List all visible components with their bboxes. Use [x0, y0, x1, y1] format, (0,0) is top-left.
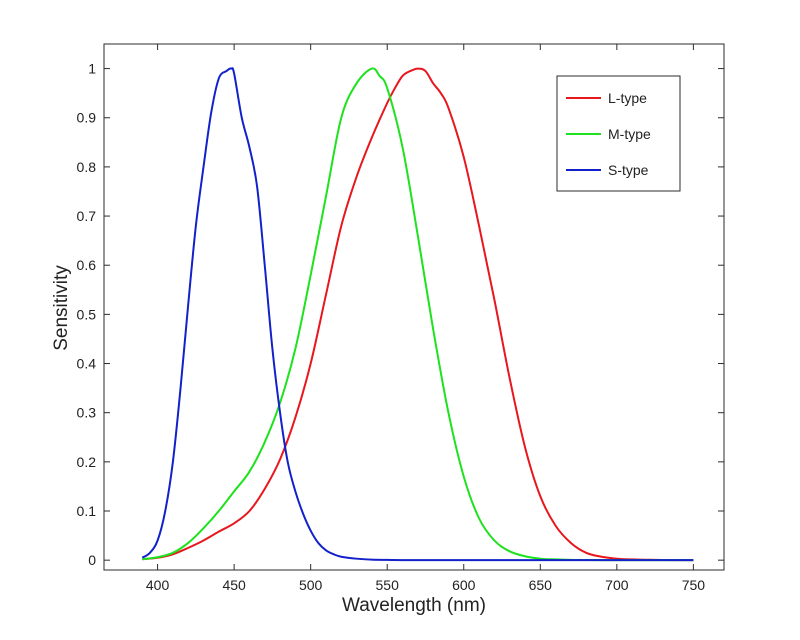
y-tick-label-0-1: 0.1 [77, 503, 97, 519]
y-tick-label-0: 0 [88, 552, 96, 568]
x-tick-label-600: 600 [452, 577, 476, 593]
x-tick-label-700: 700 [605, 577, 629, 593]
y-axis-title: Sensitivity [51, 265, 72, 351]
x-tick-label-400: 400 [146, 577, 170, 593]
legend-label-s-type: S-type [608, 162, 649, 178]
legend-label-l-type: L-type [608, 90, 647, 106]
legend-item-m-type: M-type [566, 126, 651, 142]
y-tick-label-1: 1 [88, 61, 96, 77]
x-tick-label-450: 450 [222, 577, 246, 593]
y-tick-label-0-7: 0.7 [77, 208, 97, 224]
legend-label-m-type: M-type [608, 126, 651, 142]
y-tick-label-0-6: 0.6 [77, 257, 97, 273]
x-axis-ticks: 400 450 500 550 600 650 700 750 [146, 44, 705, 593]
x-tick-label-550: 550 [376, 577, 400, 593]
y-tick-label-0-5: 0.5 [77, 306, 97, 322]
series-line-s-type [141, 67, 694, 562]
series-line-l-type [142, 67, 694, 562]
y-tick-label-0-3: 0.3 [77, 405, 97, 421]
y-tick-label-0-2: 0.2 [77, 454, 97, 470]
x-tick-label-650: 650 [529, 577, 553, 593]
legend-item-s-type: S-type [566, 162, 649, 178]
y-tick-label-0-4: 0.4 [77, 356, 97, 372]
legend: L-type M-type S-type [556, 75, 681, 192]
plot-frame [103, 43, 725, 571]
x-axis-title: Wavelength (nm) [342, 595, 486, 616]
y-tick-label-0-9: 0.9 [77, 110, 97, 126]
x-tick-label-750: 750 [682, 577, 706, 593]
legend-item-l-type: L-type [566, 90, 647, 106]
y-tick-label-0-8: 0.8 [77, 159, 97, 175]
series-lines [141, 67, 694, 562]
y-axis-ticks: 0 0.1 0.2 0.3 0.4 0.5 0.6 0.7 0.8 0.9 1 [77, 61, 724, 568]
x-tick-label-500: 500 [299, 577, 323, 593]
